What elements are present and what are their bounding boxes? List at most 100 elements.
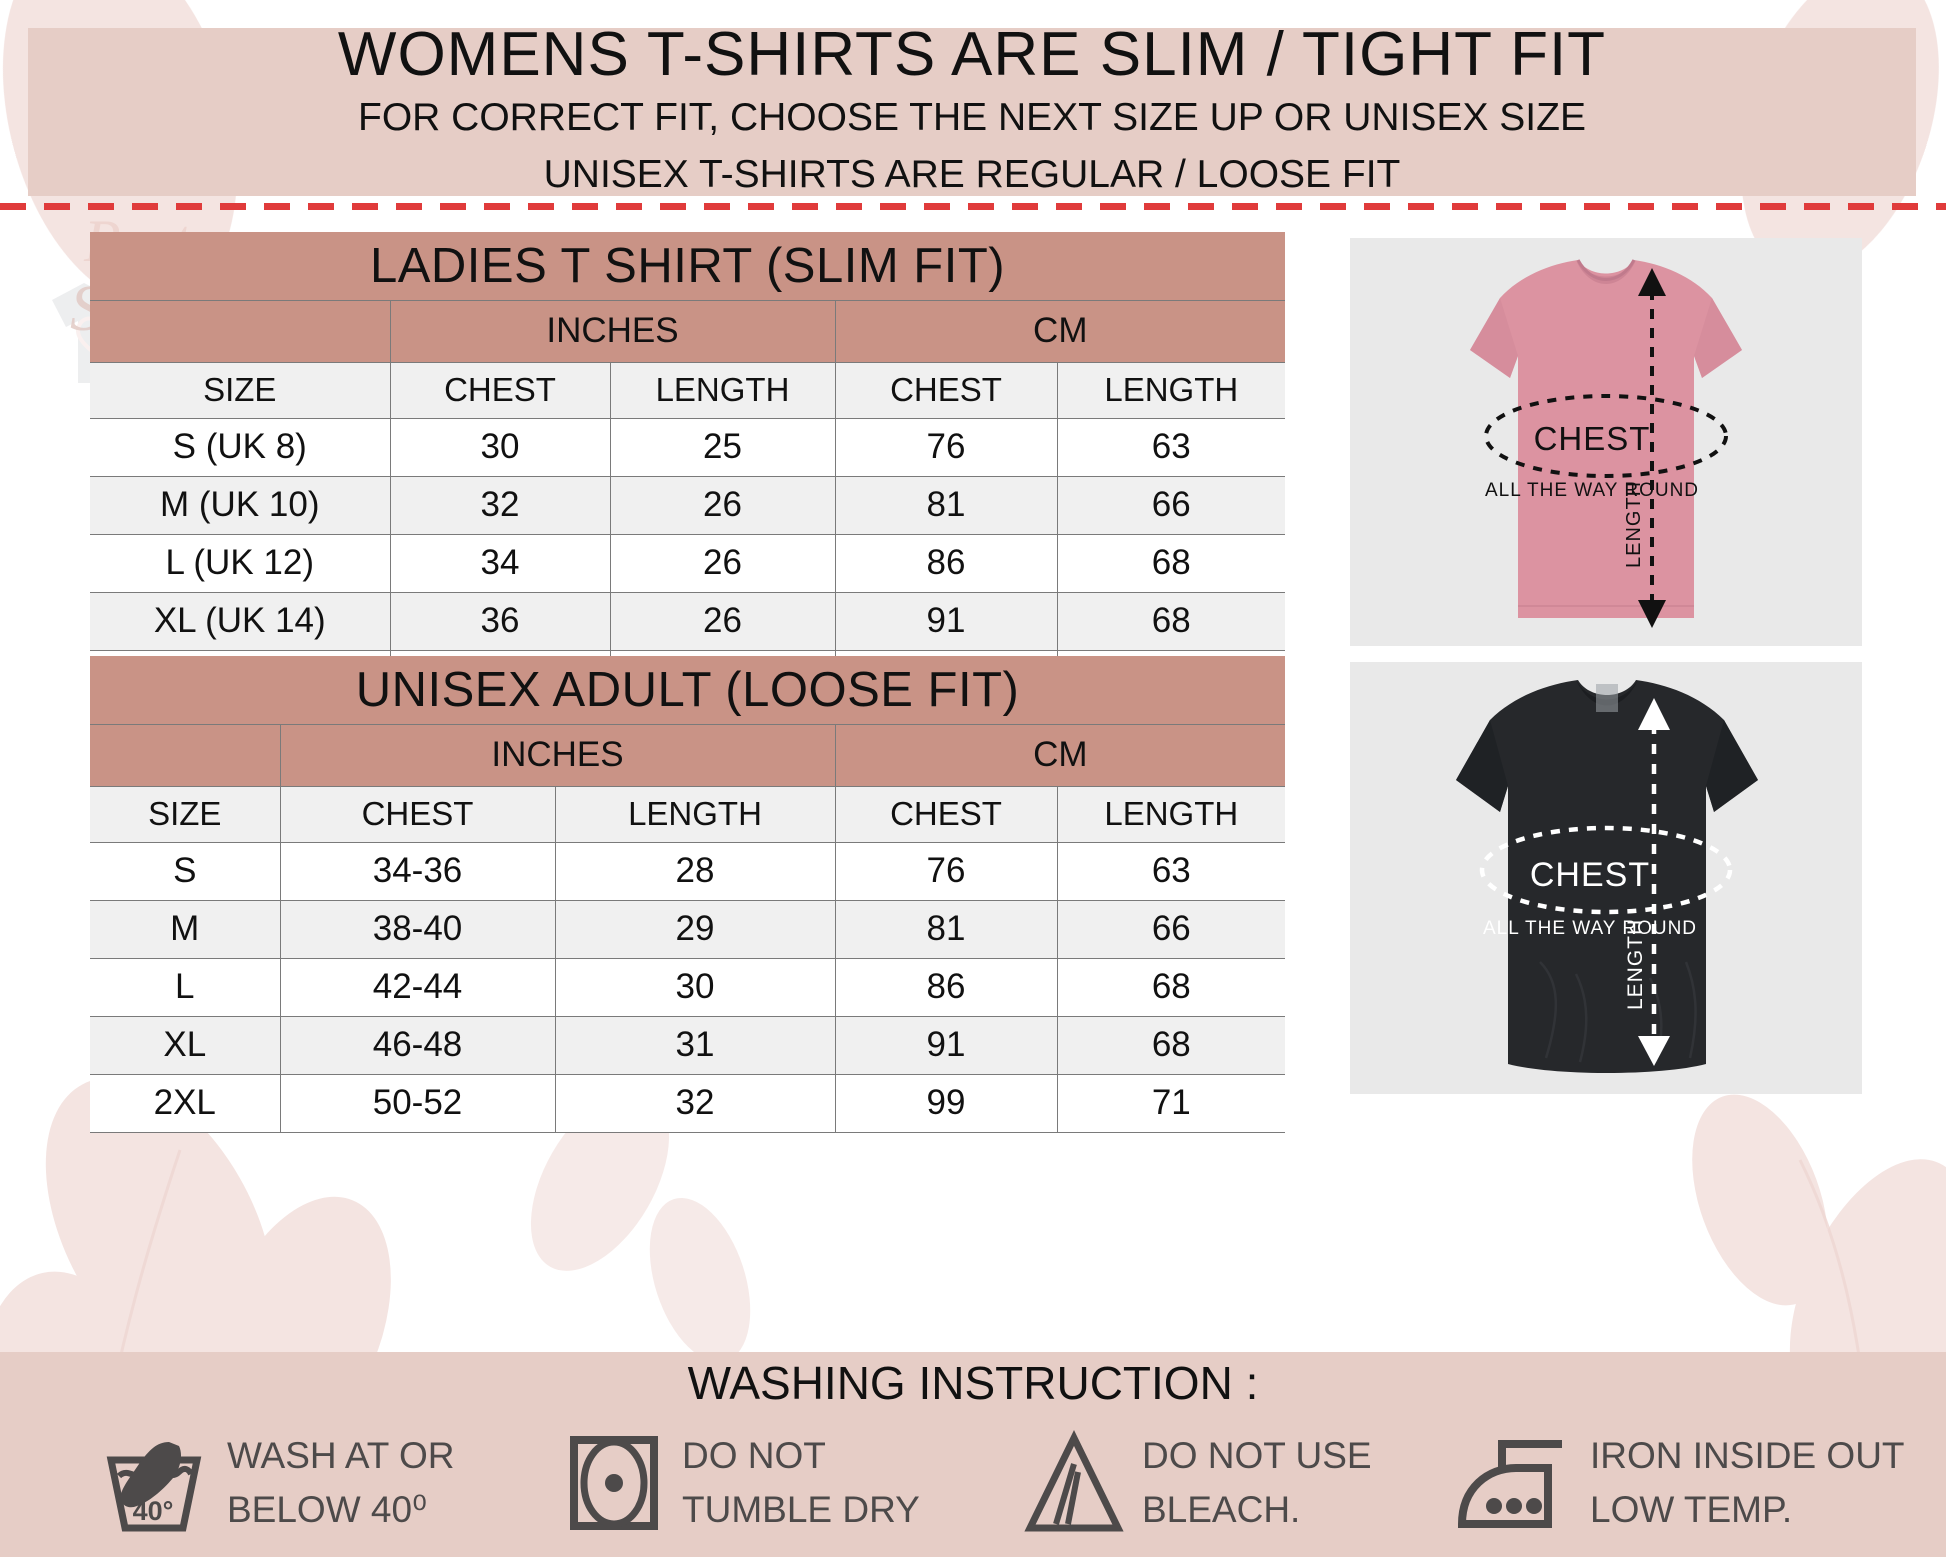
table-row: M (UK 10) 32 26 81 66 (90, 475, 1286, 535)
cell-length-cm: 68 (1056, 1015, 1286, 1075)
header-banner: WOMENS T-SHIRTS ARE SLIM / TIGHT FIT FOR… (28, 24, 1916, 196)
hand-wash-icon: 40° (106, 1441, 202, 1531)
unisex-shirt-photo-panel: CHEST ALL THE WAY ROUND LENGTH (1350, 662, 1862, 1094)
banner-title: WOMENS T-SHIRTS ARE SLIM / TIGHT FIT (337, 20, 1607, 90)
cell-chest-cm: 91 (834, 591, 1058, 651)
cell-length-cm: 68 (1056, 957, 1286, 1017)
table-row: L 42-44 30 86 68 (90, 957, 1286, 1017)
cell-length-cm: 66 (1056, 475, 1286, 535)
pink-chest-sublabel: ALL THE WAY ROUND (1485, 480, 1699, 501)
cell-length-in: 32 (554, 1073, 836, 1133)
wash-3-line2: BLEACH. (1142, 1488, 1301, 1530)
cell-size: XL (90, 1015, 281, 1075)
wash-4-line2: LOW TEMP. (1590, 1488, 1793, 1530)
cell-length-in: 31 (554, 1015, 836, 1075)
length-arrow-up (1638, 268, 1666, 296)
wash-1-line1: WASH AT OR (227, 1434, 455, 1476)
neck-tag (1596, 684, 1618, 712)
ladies-size-table: LADIES T SHIRT (SLIM FIT) INCHES CM SIZE… (90, 232, 1286, 709)
cell-length-in: 25 (609, 417, 836, 477)
unisex-col-length-cm: LENGTH (1056, 785, 1286, 843)
cell-chest-cm: 81 (834, 475, 1058, 535)
wash-2-text: DO NOT TUMBLE DRY (682, 1429, 920, 1536)
unisex-col-chest-cm: CHEST (834, 785, 1058, 843)
wash-2-line1: DO NOT (682, 1434, 826, 1476)
ladies-column-head-row: SIZE CHEST LENGTH CHEST LENGTH (90, 361, 1286, 419)
black-shirt-diagram: CHEST ALL THE WAY ROUND LENGTH (1456, 680, 1758, 1073)
cell-chest-in: 34-36 (279, 841, 556, 901)
cell-chest-in: 30 (389, 417, 611, 477)
unisex-table-title: UNISEX ADULT (LOOSE FIT) (90, 656, 1286, 724)
unisex-size-table: UNISEX ADULT (LOOSE FIT) INCHES CM SIZE … (90, 656, 1286, 1133)
cell-length-cm: 68 (1056, 533, 1286, 593)
ladies-col-chest-in: CHEST (389, 361, 611, 419)
wash-1-text: WASH AT OR BELOW 40⁰ (227, 1429, 455, 1536)
svg-text:40°: 40° (133, 1496, 174, 1526)
ladies-table-title-row: LADIES T SHIRT (SLIM FIT) (90, 232, 1286, 300)
cell-length-cm: 71 (1056, 1073, 1286, 1133)
wash-item-no-tumble-dry: DO NOT TUMBLE DRY (560, 1420, 920, 1545)
ladies-table-title: LADIES T SHIRT (SLIM FIT) (90, 232, 1286, 300)
cell-size: XL (UK 14) (90, 591, 391, 651)
cell-length-in: 29 (554, 899, 836, 959)
unisex-unit-spacer (90, 723, 281, 787)
wash-4-line1: IRON INSIDE OUT (1590, 1434, 1905, 1476)
ladies-unit-spacer (90, 299, 391, 363)
cell-chest-cm: 91 (834, 1015, 1058, 1075)
cell-length-cm: 68 (1056, 591, 1286, 651)
washing-instruction-title: WASHING INSTRUCTION : (687, 1357, 1259, 1409)
cell-chest-cm: 76 (834, 841, 1058, 901)
black-shirt-body (1456, 680, 1758, 1073)
cell-chest-in: 34 (389, 533, 611, 593)
wash-3-line1: DO NOT USE (1142, 1434, 1372, 1476)
wash-2-line2: TUMBLE DRY (682, 1488, 920, 1530)
length-arrow-down (1638, 600, 1666, 628)
cell-chest-cm: 99 (834, 1073, 1058, 1133)
chest-measure-ellipse (1479, 825, 1733, 915)
cell-size: 2XL (90, 1073, 281, 1133)
unisex-col-length-in: LENGTH (554, 785, 836, 843)
cell-length-cm: 63 (1056, 841, 1286, 901)
wash-1-line2: BELOW 40⁰ (227, 1488, 427, 1530)
cell-size: S (UK 8) (90, 417, 391, 477)
table-row: S (UK 8) 30 25 76 63 (90, 417, 1286, 477)
no-tumble-dry-icon (570, 1435, 658, 1530)
cell-size: S (90, 841, 281, 901)
table-row: M 38-40 29 81 66 (90, 899, 1286, 959)
unisex-unit-cm: CM (834, 723, 1286, 787)
pink-shirt-body (1470, 260, 1742, 618)
ladies-shirt-photo-panel: CHEST ALL THE WAY ROUND LENGTH (1350, 238, 1862, 646)
cell-chest-in: 32 (389, 475, 611, 535)
cell-chest-in: 46-48 (279, 1015, 556, 1075)
table-row: S 34-36 28 76 63 (90, 841, 1286, 901)
cell-size: L (90, 957, 281, 1017)
cell-length-in: 26 (609, 591, 836, 651)
black-chest-label: CHEST (1530, 856, 1650, 894)
cell-chest-in: 38-40 (279, 899, 556, 959)
cell-size: M (UK 10) (90, 475, 391, 535)
iron-low-icon (1457, 1439, 1562, 1528)
ladies-unit-group-row: INCHES CM (90, 299, 1286, 363)
ladies-unit-cm: CM (834, 299, 1286, 363)
wash-4-text: IRON INSIDE OUT LOW TEMP. (1590, 1429, 1905, 1536)
banner-subtitle-1: FOR CORRECT FIT, CHOOSE THE NEXT SIZE UP… (358, 96, 1586, 140)
cell-chest-cm: 76 (834, 417, 1058, 477)
unisex-col-size: SIZE (90, 785, 281, 843)
chest-measure-ellipse (1484, 394, 1728, 478)
table-row: XL 46-48 31 91 68 (90, 1015, 1286, 1075)
pink-length-label: LENGTH (1623, 481, 1645, 568)
length-arrow-up (1638, 698, 1670, 730)
unisex-col-chest-in: CHEST (279, 785, 556, 843)
cell-chest-cm: 81 (834, 899, 1058, 959)
cell-size: L (UK 12) (90, 533, 391, 593)
wash-item-no-bleach: DO NOT USE BLEACH. (1020, 1420, 1372, 1545)
table-row: XL (UK 14) 36 26 91 68 (90, 591, 1286, 651)
table-row: L (UK 12) 34 26 86 68 (90, 533, 1286, 593)
length-arrow-down (1638, 1036, 1670, 1066)
cell-length-in: 26 (609, 533, 836, 593)
unisex-unit-inches: INCHES (279, 723, 836, 787)
ladies-col-chest-cm: CHEST (834, 361, 1058, 419)
unisex-unit-group-row: INCHES CM (90, 723, 1286, 787)
ladies-col-length-cm: LENGTH (1056, 361, 1286, 419)
black-length-label: LENGTH (1624, 919, 1647, 1010)
